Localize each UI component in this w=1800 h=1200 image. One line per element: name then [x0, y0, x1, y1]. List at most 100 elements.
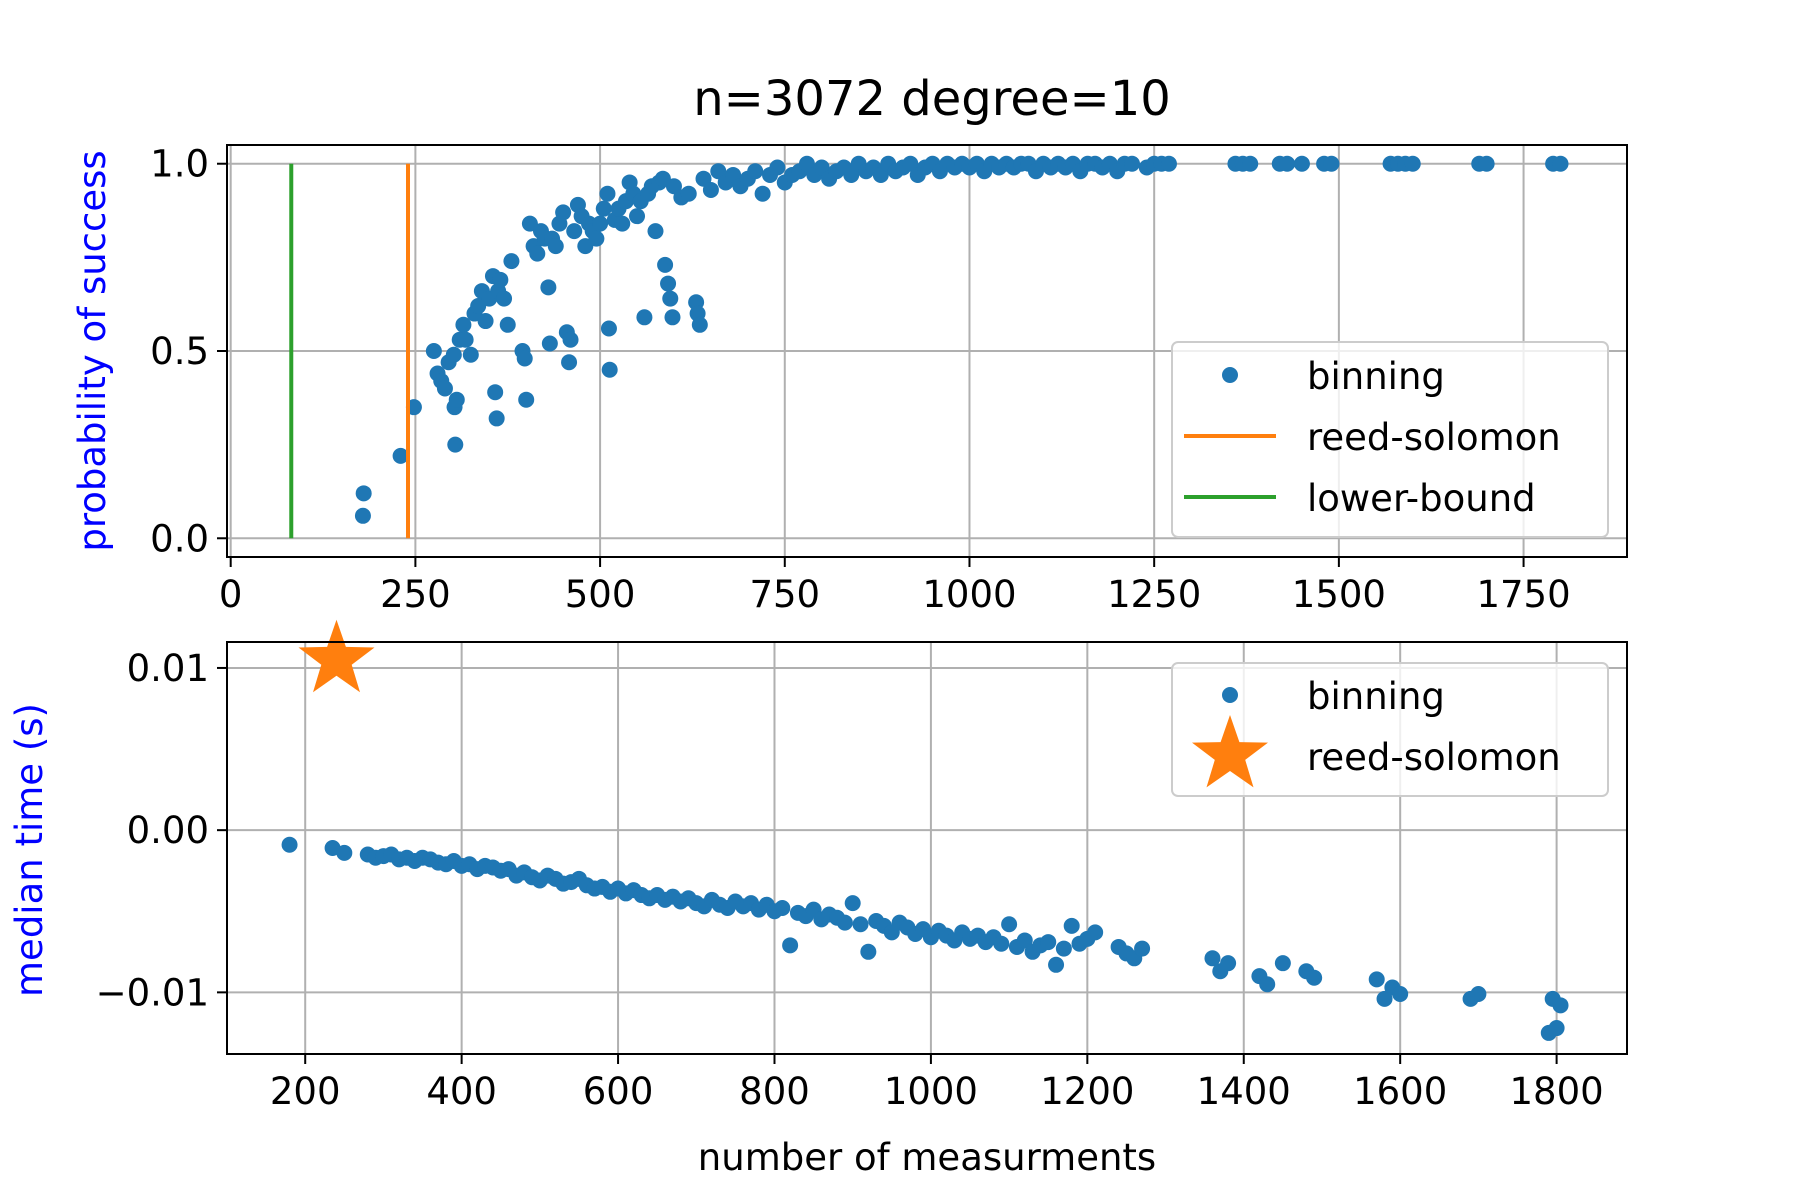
data-point-binning — [455, 316, 472, 333]
y-tick-label: 0.00 — [127, 809, 209, 852]
data-point-binning — [1279, 155, 1296, 172]
x-tick-label: 0 — [219, 573, 243, 616]
data-point-binning — [447, 436, 464, 453]
legend-label-reed-solomon-bottom: reed-solomon — [1307, 736, 1561, 779]
data-point-binning — [392, 447, 409, 464]
data-point-binning — [774, 900, 791, 917]
x-tick-label: 1200 — [1040, 1070, 1134, 1113]
data-point-binning — [1055, 940, 1072, 957]
data-point-binning — [1124, 155, 1141, 172]
data-point-binning — [566, 223, 583, 240]
data-point-binning — [782, 937, 799, 954]
x-tick-label: 1750 — [1476, 573, 1570, 616]
data-point-binning — [754, 185, 771, 202]
data-point-binning — [657, 256, 674, 273]
x-tick-label: 200 — [270, 1070, 341, 1113]
bottom-legend: binning reed-solomon — [1171, 662, 1609, 797]
data-point-binning — [860, 943, 877, 960]
y-tick-label: 0.01 — [127, 647, 209, 690]
data-point-binning — [561, 354, 578, 371]
data-point-binning — [702, 181, 719, 198]
data-point-binning — [1204, 950, 1221, 967]
top-legend-box — [1171, 341, 1609, 538]
data-point-binning — [1016, 932, 1033, 949]
bottom-legend-box — [1171, 662, 1609, 797]
top-legend: binning reed-solomon lower-bound — [1171, 341, 1609, 538]
data-point-binning — [1001, 916, 1018, 933]
bottom-x-axis-label: number of measurments — [698, 1136, 1156, 1179]
x-tick-label: 750 — [749, 573, 820, 616]
bottom-y-axis-ticks: −0.01 0.00 0.01 — [96, 647, 227, 1014]
data-point-binning — [1470, 985, 1487, 1002]
data-point-binning — [1392, 985, 1409, 1002]
data-point-binning — [355, 485, 372, 502]
data-point-binning — [529, 245, 546, 262]
y-tick-label: 0.0 — [150, 517, 209, 560]
data-point-binning — [1063, 917, 1080, 934]
data-point-binning — [503, 253, 520, 270]
data-point-binning — [664, 309, 681, 326]
data-point-binning — [499, 316, 516, 333]
data-point-binning — [647, 223, 664, 240]
data-point-binning — [680, 185, 697, 202]
data-point-binning — [691, 316, 708, 333]
legend-label-binning: binning — [1307, 355, 1445, 398]
data-point-binning — [660, 275, 677, 292]
data-point-binning — [1368, 971, 1385, 988]
x-tick-label: 250 — [380, 573, 451, 616]
y-tick-label: −0.01 — [96, 971, 209, 1014]
data-point-binning — [592, 215, 609, 232]
data-point-binning — [1552, 155, 1569, 172]
data-point-binning — [601, 361, 618, 378]
data-point-binning — [354, 507, 371, 524]
data-point-binning — [555, 204, 572, 221]
legend-label-reed-solomon: reed-solomon — [1307, 416, 1561, 459]
data-point-binning — [1552, 997, 1569, 1014]
bottom-plot-marks — [281, 619, 1569, 1041]
data-point-binning — [492, 271, 509, 288]
data-point-binning — [487, 384, 504, 401]
legend-label-binning-bottom: binning — [1307, 675, 1445, 718]
data-point-binning — [1242, 155, 1259, 172]
data-point-binning — [1220, 955, 1237, 972]
data-point-binning — [448, 391, 465, 408]
data-point-binning — [496, 290, 513, 307]
data-point-binning — [1259, 976, 1276, 993]
data-point-binning — [488, 410, 505, 427]
data-point-binning — [1134, 940, 1151, 957]
top-plot-marks — [289, 155, 1569, 539]
x-tick-label: 1400 — [1197, 1070, 1291, 1113]
x-tick-label: 400 — [426, 1070, 497, 1113]
legend-swatch-binning — [1222, 367, 1238, 383]
legend-swatch-reed-solomon-star — [1192, 715, 1268, 788]
data-point-binning — [1048, 956, 1065, 973]
data-point-binning — [844, 895, 861, 912]
x-tick-label: 1250 — [1107, 573, 1201, 616]
data-point-binning — [436, 380, 453, 397]
data-point-binning — [852, 916, 869, 933]
x-tick-label: 1000 — [922, 573, 1016, 616]
data-point-binning — [547, 238, 564, 255]
data-point-binning — [1306, 969, 1323, 986]
data-point-binning — [1087, 924, 1104, 941]
y-tick-label: 0.5 — [150, 330, 209, 373]
x-tick-label: 1800 — [1510, 1070, 1604, 1113]
data-point-binning — [1274, 955, 1291, 972]
legend-label-lower-bound: lower-bound — [1307, 477, 1536, 520]
data-point-binning — [562, 331, 579, 348]
x-tick-label: 800 — [739, 1070, 810, 1113]
data-point-binning — [614, 215, 631, 232]
top-y-axis-label: probability of success — [71, 150, 114, 551]
x-tick-label: 1600 — [1353, 1070, 1447, 1113]
star-reed-solomon — [298, 619, 375, 693]
x-tick-label: 1000 — [884, 1070, 978, 1113]
data-point-binning — [600, 320, 617, 337]
data-point-binning — [462, 346, 479, 363]
data-point-binning — [747, 163, 764, 180]
chart-title: n=3072 degree=10 — [693, 71, 1171, 127]
data-point-binning — [636, 309, 653, 326]
data-point-binning — [599, 185, 616, 202]
y-tick-label: 1.0 — [150, 143, 209, 186]
data-point-binning — [662, 290, 679, 307]
